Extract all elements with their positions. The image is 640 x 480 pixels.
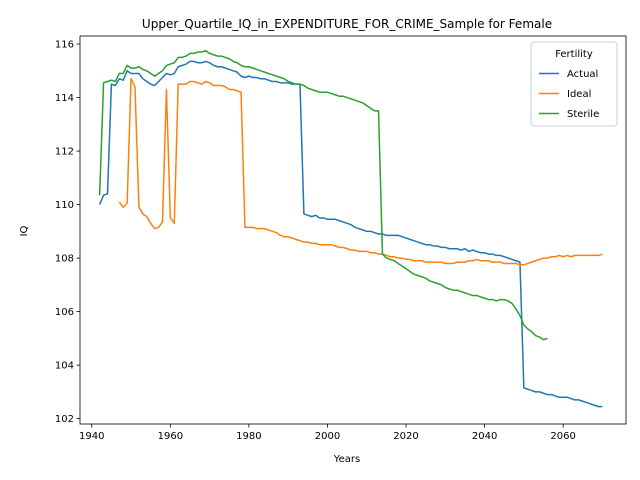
plot-frame: [79, 35, 627, 425]
y-tick-label: 112: [55, 147, 74, 158]
y-tick-label: 106: [55, 307, 74, 318]
series-lines: [98, 49, 603, 408]
series-line-actual: [98, 60, 603, 408]
y-tick-label: 102: [55, 414, 74, 425]
y-axis-title: IQ: [19, 225, 30, 236]
axes: 1940 1960 1980 2000 2020 2040 2060 102 104 106 108…: [55, 35, 627, 442]
y-tick-label: 108: [55, 254, 74, 265]
legend-title: Fertility: [555, 49, 593, 60]
y-tick-label: 110: [55, 200, 74, 211]
series-line-sterile: [98, 49, 548, 341]
legend-label-ideal: Ideal: [567, 89, 591, 100]
chart-title: Upper_Quartile_IQ_in_EXPENDITURE_FOR_CRI…: [142, 17, 552, 31]
x-tick-label: 2000: [315, 431, 340, 442]
x-axis-title: Years: [333, 454, 360, 465]
x-tick-label: 1980: [236, 431, 261, 442]
y-tick-label: 116: [55, 40, 74, 51]
legend-label-actual: Actual: [567, 69, 598, 80]
x-tick-label: 1960: [158, 431, 183, 442]
x-tick-label: 2020: [393, 431, 418, 442]
legend-box: [530, 41, 618, 127]
legend-label-sterile: Sterile: [567, 109, 599, 120]
x-tick-label: 1940: [79, 431, 104, 442]
y-tick-label: 104: [55, 361, 74, 372]
series-line-ideal: [118, 78, 603, 266]
x-tick-label: 2060: [550, 431, 575, 442]
x-tick-label: 2040: [472, 431, 497, 442]
legend: Fertility Actual Ideal Sterile: [530, 41, 618, 127]
y-tick-label: 114: [55, 93, 74, 104]
